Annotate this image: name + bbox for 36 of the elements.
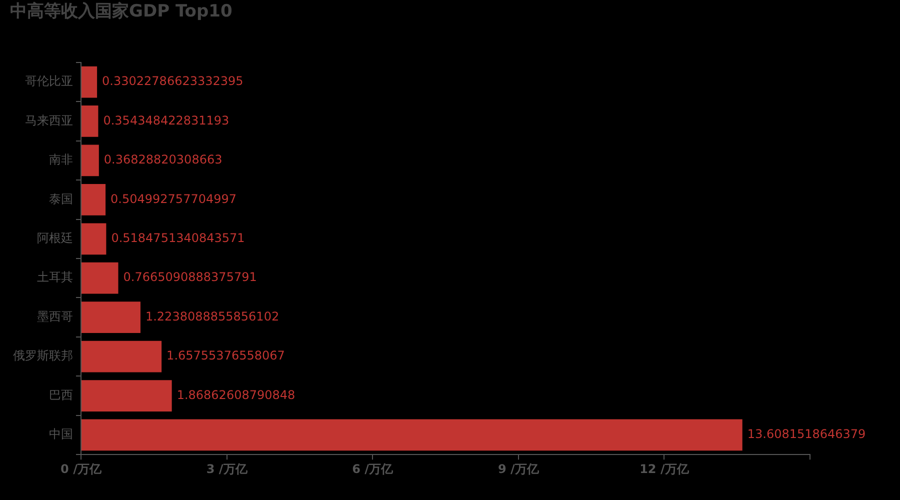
x-tick-label: 6 /万亿 [352,462,394,476]
x-tick-label: 12 /万亿 [640,462,690,476]
data-label: 1.65755376558067 [166,348,285,363]
y-tick-label: 哥伦比亚 [25,74,73,88]
data-label: 13.6081518646379 [747,427,866,442]
bar [82,66,98,98]
x-tick-label: 0 /万亿 [60,462,102,476]
data-label: 0.36828820308663 [104,152,222,167]
bar [82,262,118,294]
x-tick-label: 9 /万亿 [498,462,540,476]
y-tick-label: 马来西亚 [25,113,73,128]
y-tick-label: 阿根廷 [37,231,73,246]
chart-title: 中高等收入国家GDP Top10 [10,2,232,22]
x-tick-label: 3 /万亿 [206,462,248,476]
bar [82,223,106,255]
data-label: 0.354348422831193 [103,113,230,128]
bar [82,340,162,372]
bar [82,184,106,216]
bar [82,144,99,176]
y-tick-label: 俄罗斯联邦 [13,348,73,363]
y-tick-label: 墨西哥 [37,309,73,324]
bar [82,419,742,451]
bar [82,106,98,137]
y-tick-label: 泰国 [49,192,73,206]
y-tick-label: 巴西 [49,388,73,402]
y-tick-label: 土耳其 [37,270,73,284]
data-label: 0.5184751340843571 [111,231,245,246]
bar [82,302,140,334]
data-label: 0.33022786623332395 [102,74,244,88]
data-label: 1.2238088855856102 [145,309,280,324]
y-tick-label: 南非 [49,152,73,167]
data-label: 1.86862608790848 [176,388,296,402]
y-tick-label: 中国 [49,427,73,442]
data-label: 0.504992757704997 [110,192,237,206]
bar [82,380,172,412]
data-label: 0.7665090888375791 [123,270,257,284]
